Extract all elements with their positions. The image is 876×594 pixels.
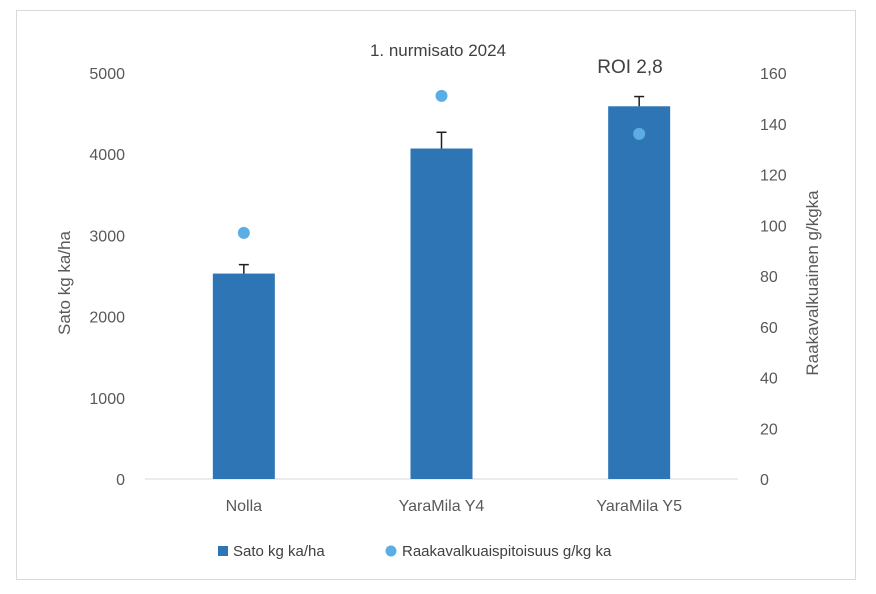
legend-label-point: Raakavalkuaispitoisuus g/kg ka [402, 543, 612, 560]
y2-tick-label: 160 [760, 66, 787, 83]
chart-title: 1. nurmisato 2024 [370, 41, 506, 60]
protein-point [435, 89, 448, 102]
y2-axis-label: Raakavalkuainen g/kgka [803, 190, 822, 376]
y2-tick-label: 120 [760, 168, 787, 185]
legend-swatch-bar [218, 546, 228, 556]
y-axis-label: Sato kg ka/ha [55, 230, 74, 335]
x-tick-label: YaraMila Y4 [399, 498, 485, 515]
y2-tick-label: 20 [760, 421, 778, 438]
y2-tick-label: 0 [760, 472, 769, 489]
y-tick-label: 1000 [89, 391, 125, 408]
legend: Sato kg ka/ha Raakavalkuaispitoisuus g/k… [218, 543, 612, 560]
x-tick-label: YaraMila Y5 [596, 498, 682, 515]
y-tick-label: 4000 [89, 147, 125, 164]
y-tick-label: 3000 [89, 228, 125, 245]
y-tick-label: 5000 [89, 66, 125, 83]
legend-swatch-point [385, 545, 397, 557]
y-tick-label: 0 [116, 472, 125, 489]
bar [410, 148, 473, 480]
y2-tick-label: 100 [760, 218, 787, 235]
bar [608, 106, 671, 480]
y2-tick-label: 80 [760, 269, 778, 286]
roi-annotation: ROI 2,8 [597, 57, 662, 78]
y2-tick-label: 40 [760, 371, 778, 388]
y-tick-label: 2000 [89, 310, 125, 327]
protein-point [237, 226, 250, 239]
legend-label-bar: Sato kg ka/ha [233, 543, 325, 560]
bar [212, 273, 275, 479]
y2-tick-label: 60 [760, 320, 778, 337]
protein-point [633, 127, 646, 140]
y2-tick-label: 140 [760, 117, 787, 134]
x-tick-label: Nolla [226, 498, 263, 515]
